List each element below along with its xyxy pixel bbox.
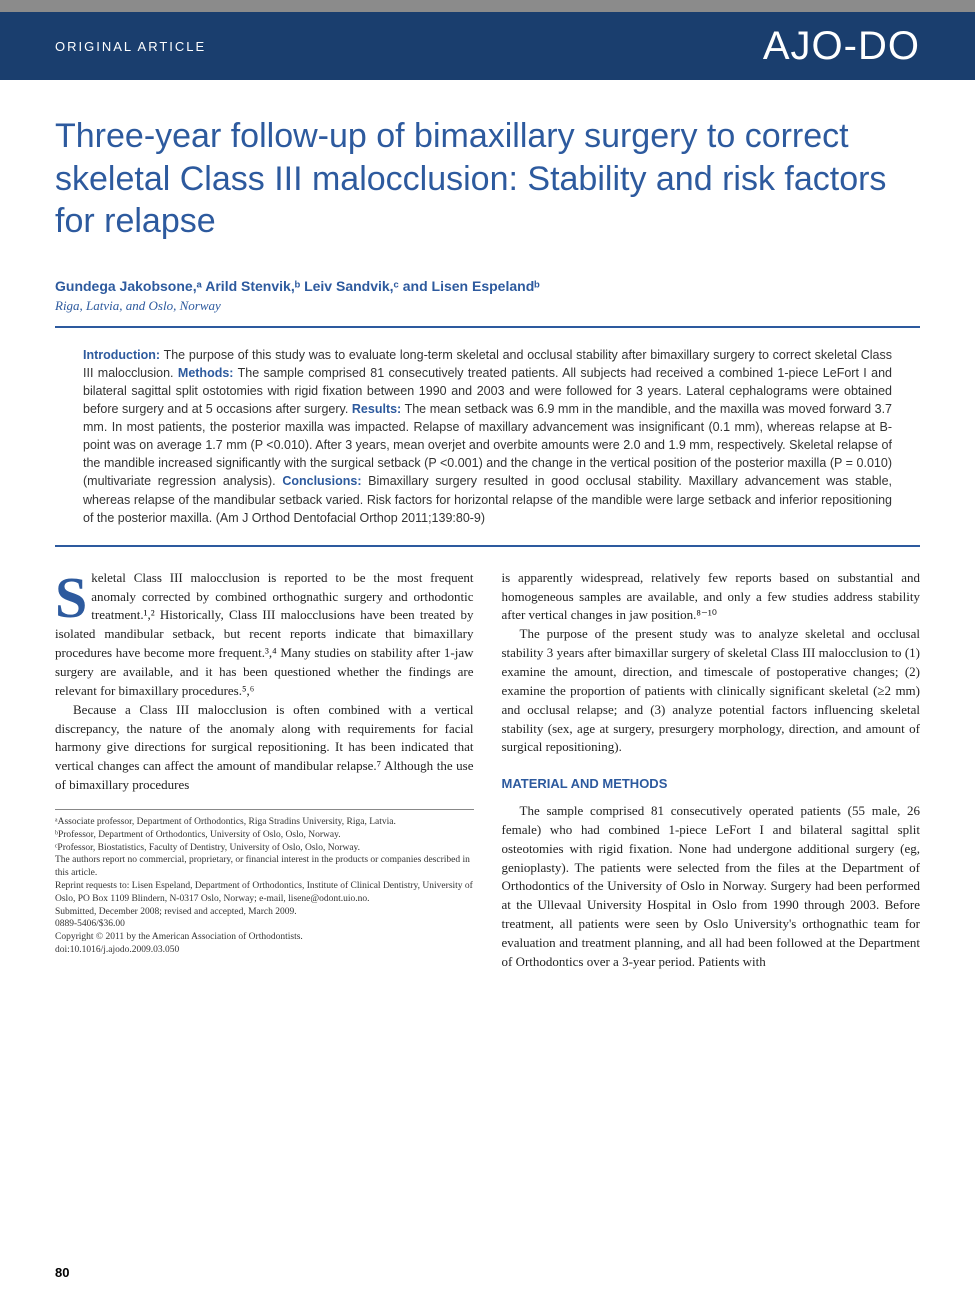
rule-bottom <box>55 545 920 547</box>
footnote-doi: doi:10.1016/j.ajodo.2009.03.050 <box>55 944 474 957</box>
section-heading-methods: MATERIAL AND METHODS <box>502 775 921 794</box>
article-title: Three-year follow-up of bimaxillary surg… <box>55 115 920 243</box>
blue-header-bar: ORIGINAL ARTICLE AJO-DO <box>0 12 975 80</box>
left-column: Skeletal Class III malocclusion is repor… <box>55 569 474 972</box>
body-p5: The sample comprised 81 consecutively op… <box>502 802 921 972</box>
footnote-issn: 0889-5406/$36.00 <box>55 918 474 931</box>
abstract-methods-label: Methods: <box>178 366 234 380</box>
body-p2: Because a Class III malocclusion is ofte… <box>55 701 474 795</box>
abstract-results-label: Results: <box>352 402 401 416</box>
body-p4: The purpose of the present study was to … <box>502 625 921 757</box>
footnote-disclosure: The authors report no commercial, propri… <box>55 854 474 880</box>
footnote-c: ᶜProfessor, Biostatistics, Faculty of De… <box>55 842 474 855</box>
page-number: 80 <box>55 1265 69 1280</box>
dropcap: S <box>55 569 91 622</box>
abstract-block: Introduction: The purpose of this study … <box>55 346 920 527</box>
rule-top <box>55 326 920 328</box>
journal-logo: AJO-DO <box>763 24 920 69</box>
authors-line: Gundega Jakobsone,ᵃ Arild Stenvik,ᵇ Leiv… <box>55 278 920 294</box>
footnote-reprint: Reprint requests to: Lisen Espeland, Dep… <box>55 880 474 906</box>
footnote-a: ᵃAssociate professor, Department of Orth… <box>55 816 474 829</box>
article-type-label: ORIGINAL ARTICLE <box>55 39 206 54</box>
abstract-intro-label: Introduction: <box>83 348 160 362</box>
page-content: Three-year follow-up of bimaxillary surg… <box>55 95 920 972</box>
abstract-conclusions-label: Conclusions: <box>282 474 361 488</box>
footnotes-block: ᵃAssociate professor, Department of Orth… <box>55 809 474 957</box>
author-location: Riga, Latvia, and Oslo, Norway <box>55 298 920 314</box>
body-p1-text: keletal Class III malocclusion is report… <box>55 570 474 698</box>
body-columns: Skeletal Class III malocclusion is repor… <box>55 569 920 972</box>
right-column: is apparently widespread, relatively few… <box>502 569 921 972</box>
header-bars: ORIGINAL ARTICLE AJO-DO <box>0 0 975 80</box>
footnote-b: ᵇProfessor, Department of Orthodontics, … <box>55 829 474 842</box>
body-p1: Skeletal Class III malocclusion is repor… <box>55 569 474 701</box>
gray-top-bar <box>0 0 975 12</box>
footnote-copyright: Copyright © 2011 by the American Associa… <box>55 931 474 944</box>
footnote-submitted: Submitted, December 2008; revised and ac… <box>55 906 474 919</box>
body-p3: is apparently widespread, relatively few… <box>502 569 921 626</box>
